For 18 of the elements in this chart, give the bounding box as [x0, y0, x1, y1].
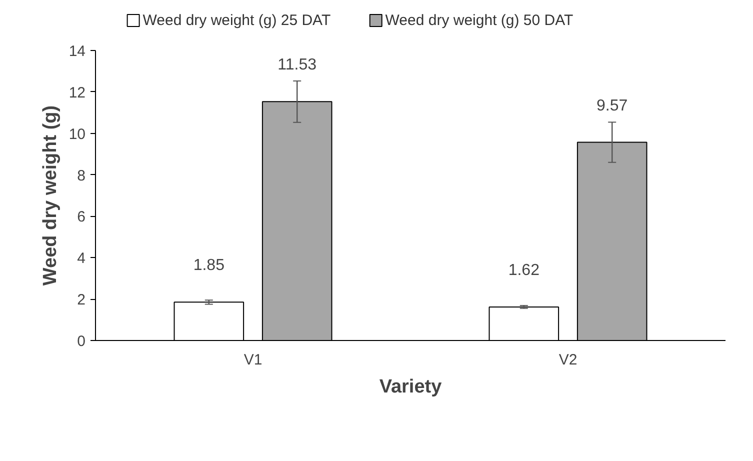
y-tick-label: 2 [77, 292, 86, 309]
y-tick-label: 14 [68, 43, 86, 60]
data-label: 11.53 [278, 56, 317, 74]
y-tick-label: 4 [77, 250, 86, 268]
x-axis-title: Variety [379, 376, 442, 398]
data-label: 9.57 [596, 97, 628, 114]
legend-label: Weed dry weight (g) 25 DAT [142, 12, 331, 29]
data-label: 1.62 [508, 262, 540, 279]
y-tick-label: 12 [68, 84, 86, 102]
data-label: 1.85 [193, 257, 225, 274]
y-tick-label: 0 [77, 333, 86, 350]
y-tick-label: 10 [68, 126, 86, 143]
x-tick-label: V2 [558, 352, 578, 368]
x-tick-label: V1 [244, 352, 262, 368]
y-tick-label: 6 [77, 208, 86, 226]
y-axis-title: Weed dry weight (g) [40, 105, 61, 286]
y-tick-label: 8 [77, 167, 86, 184]
legend-label: Weed dry weight (g) 50 DAT [385, 12, 574, 29]
